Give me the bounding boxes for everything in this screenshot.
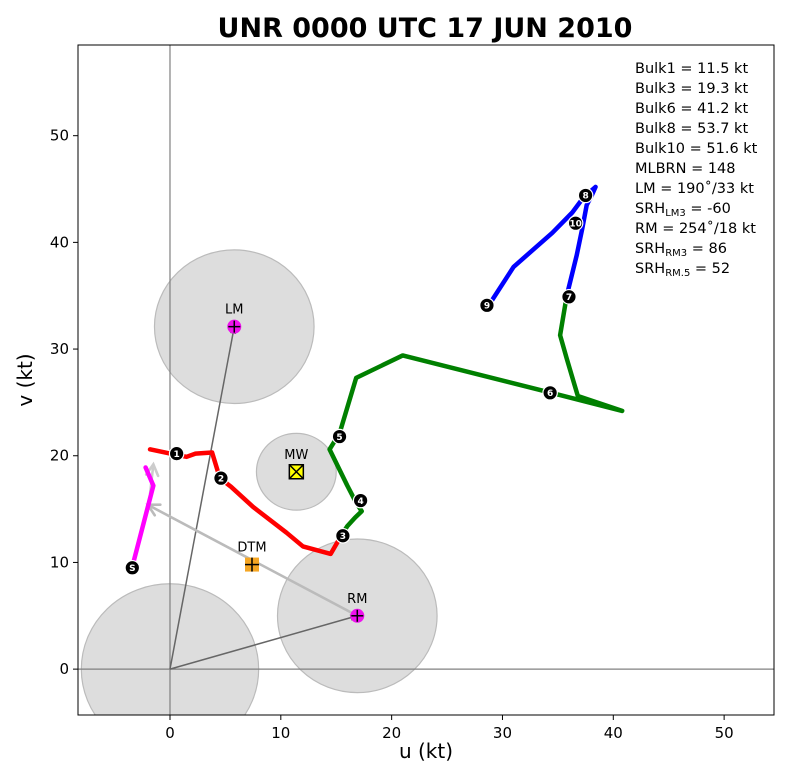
height-marker-label: S	[129, 564, 135, 574]
x-axis-ticks: 0 10 20 30 40 50	[165, 715, 734, 742]
zero-axis-lines	[78, 45, 774, 715]
stat-srh-rm5: SRHRM.5 = 52	[635, 261, 730, 279]
height-marker-label: 2	[218, 474, 224, 484]
height-marker-label: 7	[566, 293, 572, 303]
y-tick-label: 20	[50, 447, 69, 465]
height-marker-label: 9	[484, 302, 490, 312]
height-marker-9: 9	[479, 297, 495, 314]
plot-area: S 1 2 3 4 5 6 7 8 9 10 LM MW DTM RM	[78, 45, 774, 715]
height-marker-5: 5	[331, 428, 348, 445]
x-tick-label: 20	[382, 724, 401, 742]
stat-bulk1: Bulk1 = 11.5 kt	[635, 61, 748, 77]
x-tick-label: 30	[493, 724, 512, 742]
height-marker-label: 3	[340, 532, 346, 542]
height-marker-6: 6	[542, 385, 558, 401]
height-marker-3: 3	[335, 527, 351, 544]
stat-srh-rm5-prefix: SRH	[635, 261, 665, 277]
height-marker-dot	[479, 297, 495, 314]
height-marker-label: 6	[547, 389, 553, 399]
x-tick-label: 50	[715, 724, 734, 742]
x-tick-label: 0	[165, 724, 175, 742]
marker-label: RM	[347, 592, 367, 607]
stat-srh-rm3: SRHRM3 = 86	[635, 241, 727, 259]
height-marker-4: 4	[352, 492, 369, 509]
stat-srh-lm3-value: = -60	[686, 201, 731, 217]
stat-srh-rm3-value: = 86	[687, 241, 727, 257]
stat-srh-rm5-value: = 52	[690, 261, 730, 277]
height-marker-dot	[213, 470, 229, 486]
stat-srh-lm3-prefix: SRH	[635, 201, 665, 217]
hodograph-series-0	[130, 465, 156, 569]
height-marker-dot	[335, 527, 351, 544]
marker-dtm: DTM	[237, 541, 267, 572]
hodograph-series-2	[327, 293, 625, 537]
plot-frame	[77, 44, 775, 716]
height-marker-label: 1	[174, 450, 180, 460]
stat-bulk6: Bulk6 = 41.2 kt	[635, 101, 748, 117]
x-tick-label: 40	[604, 724, 623, 742]
marker-rm: RM	[347, 592, 367, 623]
height-marker-10: 10	[567, 215, 584, 231]
height-marker-dot	[561, 288, 577, 305]
vector-shaft-0	[169, 326, 236, 670]
height-marker-dot	[331, 428, 348, 445]
stat-srh-lm3-sub: LM3	[665, 208, 686, 219]
height-marker-dot	[124, 559, 141, 576]
height-marker-dot	[577, 187, 594, 204]
y-tick-label: 50	[50, 127, 69, 145]
storm-motion-markers: LM MW DTM RM	[225, 303, 367, 623]
y-axis-ticks: 0 10 20 30 40 50	[50, 127, 78, 678]
vector-shaft-1	[169, 615, 358, 670]
y-axis-label: v (kt)	[13, 353, 37, 406]
hodograph-series-3	[485, 184, 598, 309]
x-tick-label: 10	[271, 724, 290, 742]
stat-mlbrn: MLBRN = 148	[635, 161, 736, 177]
marker-x-b	[288, 464, 304, 480]
marker-lm: LM	[225, 303, 244, 334]
chart-title: UNR 0000 UTC 17 JUN 2010	[218, 13, 633, 44]
stat-rm: RM = 254˚/18 kt	[635, 220, 756, 237]
height-marker-dot	[168, 445, 185, 462]
marker-label: LM	[225, 303, 243, 318]
height-marker-8: 8	[577, 187, 594, 204]
height-marker-dot	[542, 385, 558, 401]
height-marker-label: 4	[357, 497, 363, 507]
height-marker-dot	[567, 215, 584, 231]
height-marker-label: 10	[569, 219, 582, 229]
height-marker-label: 5	[336, 433, 342, 443]
height-markers: S 1 2 3 4 5 6 7 8 9 10	[124, 187, 594, 576]
stat-lm: LM = 190˚/33 kt	[635, 180, 754, 197]
marker-mw: MW	[284, 448, 309, 480]
range-circles	[80, 249, 438, 715]
stat-srh-rm5-sub: RM.5	[665, 268, 690, 279]
stat-srh-rm3-sub: RM3	[665, 248, 687, 259]
stat-srh-lm3: SRHLM3 = -60	[635, 201, 731, 219]
y-tick-label: 40	[50, 233, 69, 251]
stats-panel: Bulk1 = 11.5 kt Bulk3 = 19.3 kt Bulk6 = …	[635, 61, 758, 279]
stat-bulk8: Bulk8 = 53.7 kt	[635, 121, 748, 137]
marker-label: MW	[284, 448, 308, 463]
y-tick-label: 0	[59, 660, 69, 678]
marker-label: DTM	[237, 541, 266, 556]
x-axis-label: u (kt)	[399, 739, 453, 763]
y-tick-label: 10	[50, 553, 69, 571]
height-marker-7: 7	[561, 288, 577, 305]
stat-bulk10: Bulk10 = 51.6 kt	[635, 141, 758, 157]
height-marker-label: 8	[582, 192, 588, 202]
height-marker-1: 1	[168, 445, 185, 462]
stat-srh-rm3-prefix: SRH	[635, 241, 665, 257]
height-marker-2: 2	[213, 470, 229, 486]
height-marker-0: S	[124, 559, 141, 576]
y-tick-label: 30	[50, 340, 69, 358]
stat-bulk3: Bulk3 = 19.3 kt	[635, 81, 748, 97]
height-marker-dot	[352, 492, 369, 509]
